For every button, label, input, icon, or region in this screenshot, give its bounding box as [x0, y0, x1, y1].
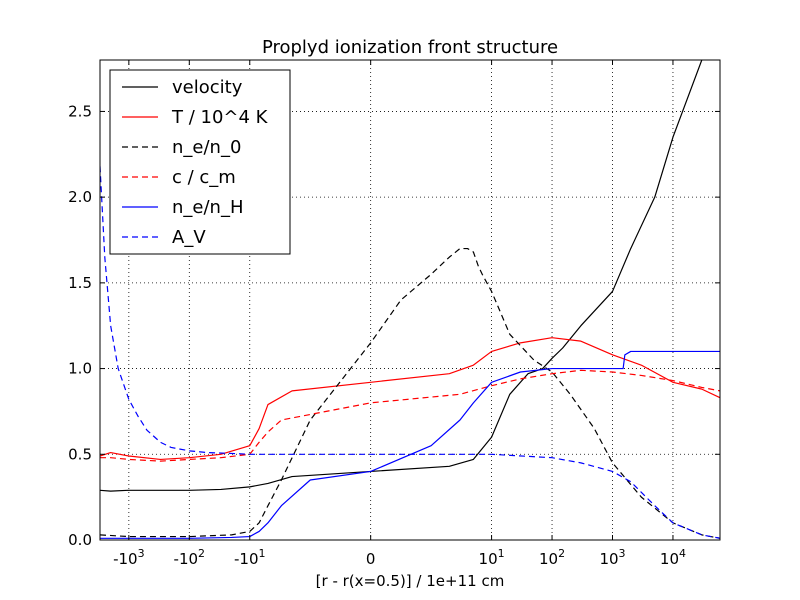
x-tick-label-base: 10	[660, 550, 679, 568]
x-tick-label-exponent: 1	[259, 547, 266, 560]
x-tick-label: 103	[599, 547, 625, 568]
x-tick-label-exponent: 1	[498, 547, 505, 560]
x-tick-label: -103	[113, 547, 145, 568]
y-tick-label: 0.5	[68, 445, 92, 463]
y-tick-label: 2.0	[68, 188, 92, 206]
y-tick-label: 2.5	[68, 102, 92, 120]
x-tick-label-exponent: 3	[138, 547, 145, 560]
legend-label: n_e/n_H	[172, 197, 244, 218]
x-tick-label: 101	[479, 547, 505, 568]
series-line-c-c-m	[100, 369, 720, 462]
x-tick-label: -102	[174, 547, 206, 568]
x-tick-label: 104	[660, 547, 686, 568]
legend-label: n_e/n_0	[172, 137, 241, 158]
x-tick-label: 0	[366, 550, 376, 568]
axis-ticks: -103 -102 -101 0 101 102 103 1040.00.51.01.52.0…	[68, 60, 720, 568]
x-tick-label-base: 10	[539, 550, 558, 568]
x-tick-label-base: -10	[174, 550, 199, 568]
x-tick-label-exponent: 2	[558, 547, 565, 560]
x-tick-label: 102	[539, 547, 565, 568]
x-tick-label-exponent: 3	[619, 547, 626, 560]
x-tick-label-base: 10	[599, 550, 618, 568]
legend-label: velocity	[172, 77, 243, 98]
plot-area-frame	[99, 59, 721, 541]
legend-box	[109, 69, 291, 255]
x-tick-label: -101	[234, 547, 266, 568]
x-axis-label: [r - r(x=0.5)] / 1e+11 cm	[316, 572, 505, 590]
legend-label: A_V	[172, 227, 206, 248]
x-tick-label-base: 10	[479, 550, 498, 568]
legend-label: c / c_m	[172, 167, 236, 188]
x-tick-label-base: 0	[366, 550, 376, 568]
x-tick-label-exponent: 4	[679, 547, 686, 560]
y-tick-label: 1.0	[68, 360, 92, 378]
series-line-n-e-n-0	[100, 247, 720, 539]
y-tick-label: 1.5	[68, 274, 92, 292]
legend-label: T / 10^4 K	[171, 107, 269, 128]
chart-title: Proplyd ionization front structure	[262, 37, 558, 58]
y-tick-label: 0.0	[68, 531, 92, 549]
series-line-velocity	[100, 60, 703, 492]
x-tick-label-base: -10	[113, 550, 138, 568]
series-line-a-v	[100, 166, 720, 539]
series-line-t-10-4-k	[100, 337, 720, 461]
legend: velocity T / 10^4 K n_e/n_0c / c_m n_e/n_H A…	[109, 69, 291, 255]
x-tick-label-base: -10	[234, 550, 259, 568]
x-tick-label-exponent: 2	[198, 547, 205, 560]
